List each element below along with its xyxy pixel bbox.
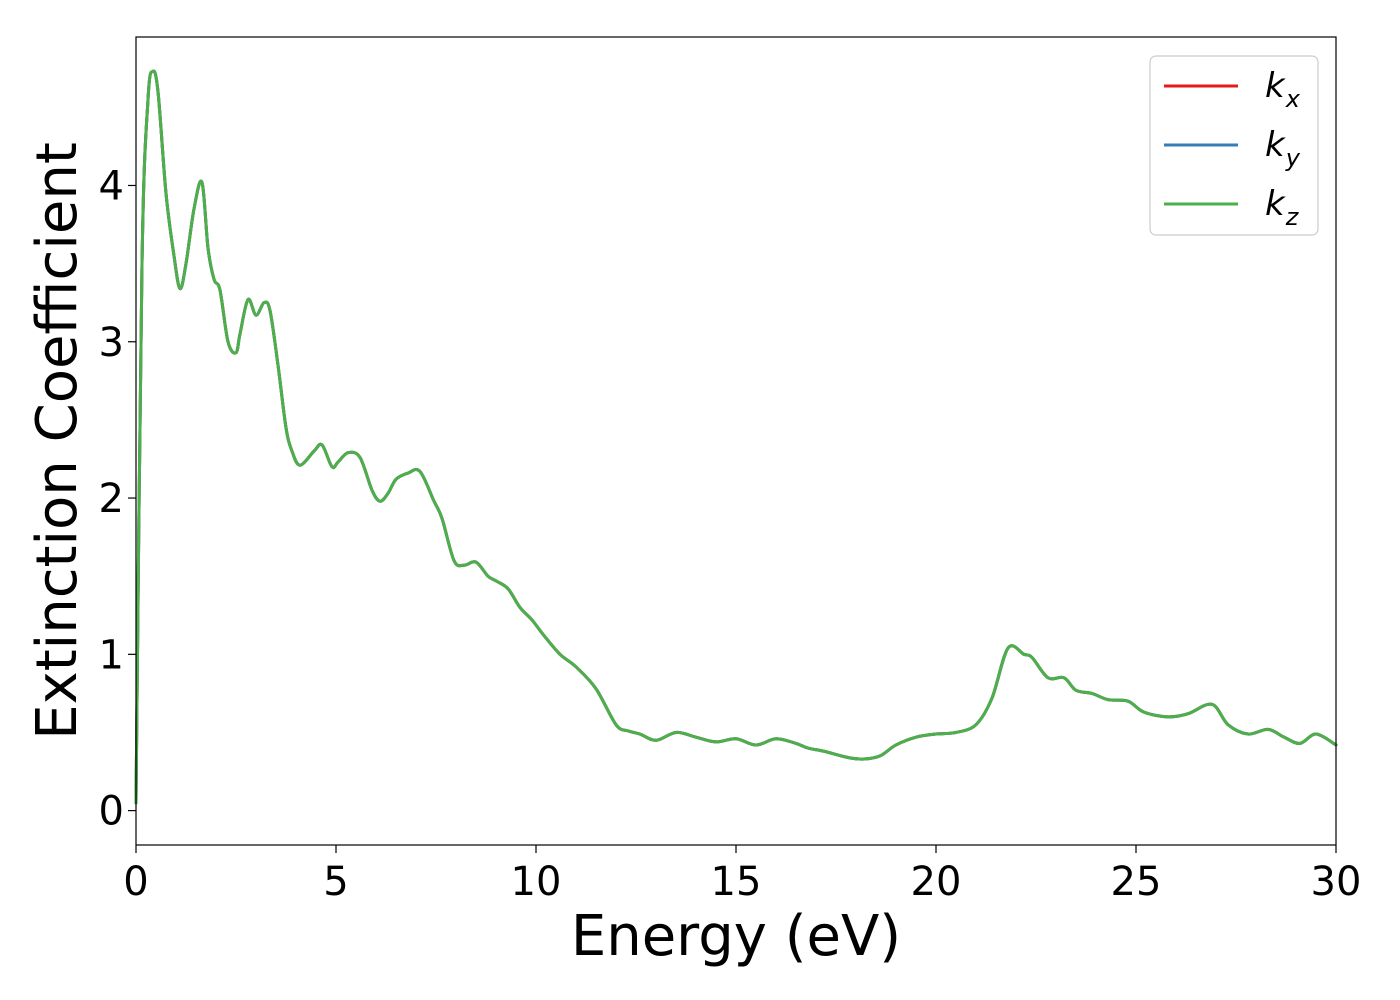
x-tick-label: 20: [911, 859, 962, 905]
y-axis-label: Extinction Coefficient: [25, 142, 90, 740]
legend-label-kx: kx: [1265, 66, 1301, 113]
x-tick-label: 0: [123, 859, 148, 905]
legend-label-ky: ky: [1265, 125, 1301, 172]
x-tick-label: 30: [1311, 859, 1362, 905]
y-tick-label: 2: [99, 476, 124, 522]
y-axis-ticks: 0 1 2 3 4: [99, 163, 136, 835]
y-tick-label: 3: [99, 320, 124, 366]
series-lines: [134, 69, 1338, 805]
y-tick-label: 1: [99, 632, 124, 678]
x-axis-ticks: 0 5 10 15 20 25 30: [123, 845, 1361, 905]
series-line-kz: [134, 69, 1338, 805]
x-tick-label: 25: [1111, 859, 1162, 905]
x-tick-label: 15: [711, 859, 762, 905]
y-tick-label: 4: [99, 163, 124, 209]
x-axis-label: Energy (eV): [571, 904, 901, 969]
y-tick-label: 0: [99, 789, 124, 835]
x-tick-label: 5: [323, 859, 348, 905]
x-tick-label: 10: [511, 859, 562, 905]
